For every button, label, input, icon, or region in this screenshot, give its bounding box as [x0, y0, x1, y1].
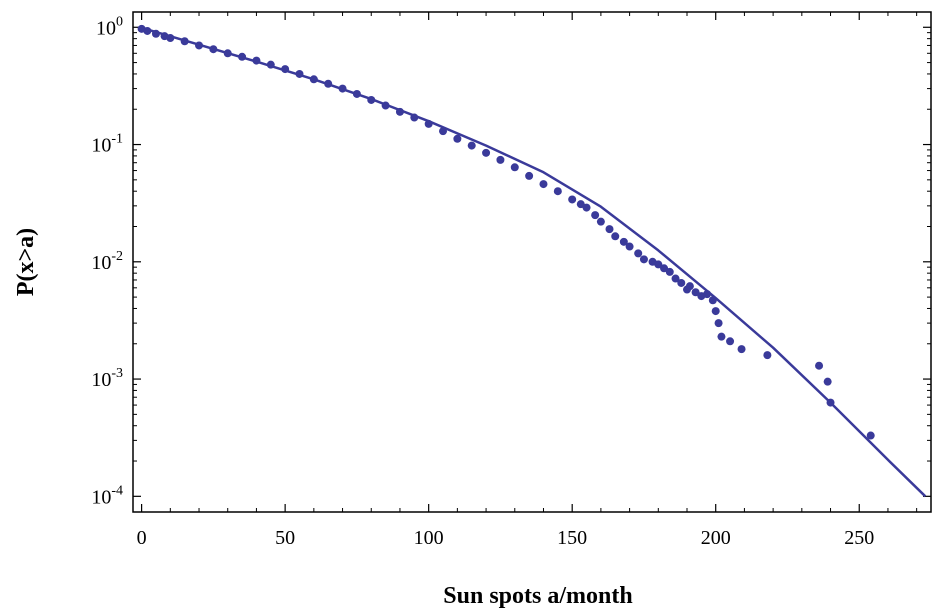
data-point	[625, 242, 634, 251]
data-point	[619, 237, 628, 246]
data-point	[281, 65, 290, 74]
data-point	[510, 163, 519, 172]
data-point	[611, 232, 620, 241]
data-point	[539, 180, 548, 189]
x-axis: 0 50 100 150 200 250	[137, 12, 918, 549]
fit-curve	[141, 26, 927, 498]
data-point	[180, 37, 189, 46]
data-point	[605, 225, 614, 234]
data-point	[677, 278, 686, 287]
data-point	[453, 134, 462, 143]
y-tick-label: 10-2	[91, 249, 123, 274]
data-point	[295, 69, 304, 78]
y-tick-label: 10-4	[91, 483, 123, 508]
data-point	[591, 211, 600, 220]
data-point	[324, 79, 333, 88]
data-point	[714, 319, 723, 328]
data-point	[823, 377, 832, 386]
data-point	[737, 345, 746, 354]
data-point	[866, 431, 875, 440]
x-axis-title: Sun spots a/month	[443, 583, 632, 609]
data-point	[338, 84, 347, 93]
y-tick-label: 10-3	[91, 366, 123, 391]
data-point	[166, 34, 175, 43]
data-point	[424, 119, 433, 128]
data-point	[439, 127, 448, 136]
data-point	[703, 290, 712, 299]
fit-curve-line	[141, 26, 927, 498]
x-tick-label: 100	[414, 527, 444, 549]
data-point	[582, 203, 591, 212]
data-point	[381, 101, 390, 110]
data-point	[467, 141, 476, 150]
data-point	[639, 255, 648, 264]
data-point	[209, 45, 218, 54]
data-point	[717, 332, 726, 341]
data-point	[410, 113, 419, 122]
data-point	[352, 89, 361, 98]
data-point	[660, 264, 669, 273]
x-tick-label: 200	[701, 527, 731, 549]
x-tick-label: 50	[275, 527, 295, 549]
data-point	[238, 52, 247, 61]
data-point	[826, 398, 835, 407]
data-point	[726, 337, 735, 346]
data-point	[665, 267, 674, 276]
x-tick-label: 250	[844, 527, 874, 549]
plot-frame	[132, 11, 932, 513]
data-point	[525, 171, 534, 180]
data-point	[195, 41, 204, 50]
data-point	[815, 361, 824, 370]
data-point	[568, 195, 577, 204]
data-point	[711, 307, 720, 316]
data-point	[708, 296, 717, 305]
y-tick-label: 10-1	[91, 132, 123, 157]
data-point	[691, 288, 700, 297]
data-point	[143, 26, 152, 35]
data-point	[151, 29, 160, 38]
data-point	[671, 274, 680, 283]
data-point	[309, 75, 318, 84]
data-points	[137, 24, 875, 440]
data-point	[763, 351, 772, 360]
x-tick-label: 150	[557, 527, 587, 549]
data-point	[685, 282, 694, 291]
data-point	[654, 260, 663, 269]
y-axis-title: P(x>a)	[13, 228, 39, 296]
data-point	[252, 56, 261, 65]
data-point	[553, 187, 562, 196]
y-axis: 100 10-1 10-2 10-3 10-4	[91, 14, 931, 508]
y-tick-label: 100	[96, 14, 123, 39]
data-point	[596, 217, 605, 226]
x-tick-label: 0	[137, 527, 147, 549]
data-point	[496, 155, 505, 164]
data-point	[266, 60, 275, 69]
data-point	[395, 107, 404, 116]
data-point	[482, 148, 491, 157]
data-point	[634, 249, 643, 258]
data-point	[223, 49, 232, 58]
data-point	[367, 95, 376, 104]
